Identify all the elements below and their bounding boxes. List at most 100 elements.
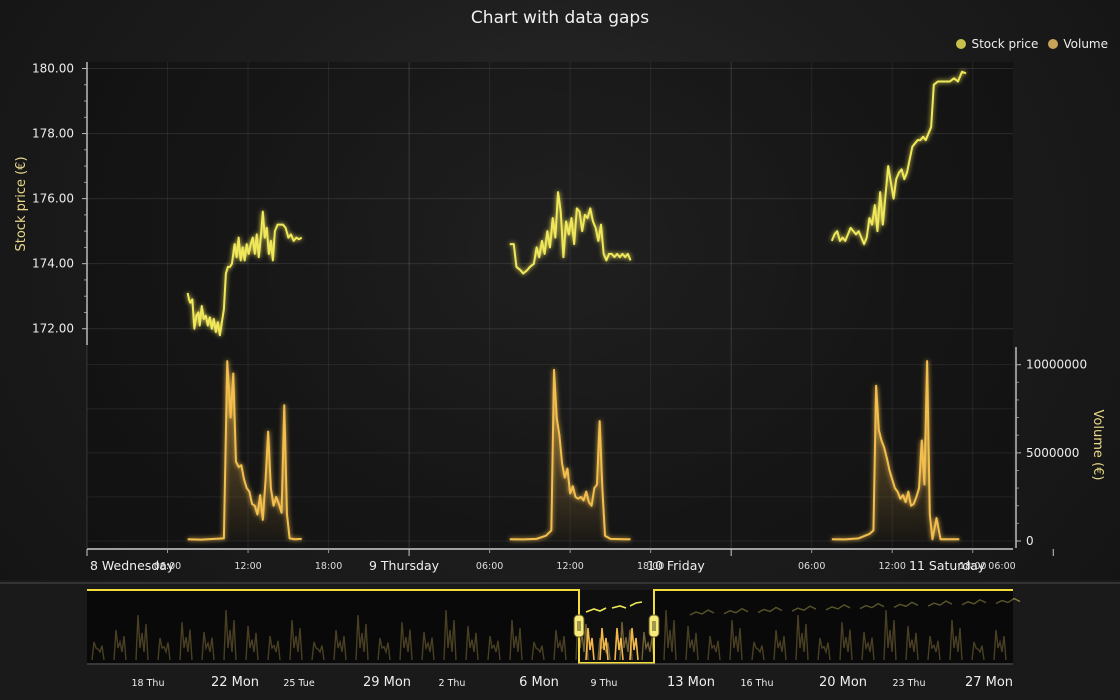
navigator-volume-spark — [729, 619, 743, 661]
navigator-volume-spark — [179, 621, 193, 661]
navigator-volume-spark — [531, 641, 545, 661]
navigator-volume-spark — [685, 625, 699, 661]
navigator-plot — [87, 590, 1013, 663]
x-minor-label: 12:00 — [556, 561, 583, 572]
navigator-price-spark — [961, 598, 987, 606]
navigator-volume-spark — [443, 609, 457, 661]
navigator-window-volume — [629, 627, 639, 661]
navigator-volume-spark — [91, 641, 105, 661]
legend-label-volume: Volume — [1063, 37, 1108, 51]
navigator-volume-spark — [905, 625, 919, 661]
navigator-window-volume — [585, 627, 595, 661]
navigator-volume-spark — [949, 619, 963, 661]
navigator-volume-spark — [465, 625, 479, 661]
x-minor-label: 06:00 — [988, 561, 1015, 572]
navigator-volume-spark — [421, 631, 435, 661]
navigator-volume-spark — [861, 631, 875, 661]
navigator-volume-spark — [619, 621, 633, 661]
navigator-volume-spark — [157, 637, 171, 661]
y-tick-label-price: 180.00 — [32, 62, 74, 76]
grid — [86, 62, 1013, 548]
navigator-price-spark — [927, 600, 953, 607]
x-minor-label: 18:00 — [959, 561, 986, 572]
navigator-volume-spark — [377, 637, 391, 661]
navigator-volume-spark — [883, 609, 897, 661]
navigator-price-spark — [757, 606, 783, 614]
x-minor-label: 18:00 — [315, 561, 342, 572]
navigator-window-price — [585, 601, 643, 613]
navigator-volume-spark — [245, 625, 259, 661]
navigator-volume-spark — [839, 621, 853, 661]
navigator-range-outline — [87, 589, 1013, 664]
legend-label-stock-price: Stock price — [971, 37, 1039, 51]
y-tick-label-price: 176.00 — [32, 192, 74, 206]
navigator-price-spark — [825, 604, 851, 611]
navigator-price-spark — [723, 607, 749, 615]
axes — [82, 62, 1054, 556]
y-axis-title-price: Stock price (€) — [14, 156, 29, 251]
navigator-volume-spark — [311, 641, 325, 661]
navigator-label: 6 Mon — [519, 675, 559, 690]
navigator-label: 18 Thu — [132, 678, 165, 689]
y-tick-label-volume: 5000000 — [1026, 446, 1079, 460]
series-layer — [186, 70, 967, 541]
y-tick-label-volume: 0 — [1026, 534, 1034, 548]
navigator-volume-spark — [795, 614, 809, 661]
volume-line-segment — [831, 360, 960, 541]
x-minor-label: 06:00 — [798, 561, 825, 572]
navigator-label: 22 Mon — [211, 675, 259, 690]
legend-swatch-stock-price — [956, 39, 967, 49]
navigator-price-spark — [689, 609, 715, 616]
navigator-label: 2 Thu — [439, 678, 466, 689]
volume-line-segment — [187, 360, 302, 541]
navigator-price-spark — [995, 597, 1021, 605]
price-line-segment — [186, 210, 303, 337]
navigator-volume-spark — [201, 631, 215, 661]
navigator-volume-spark — [267, 635, 281, 661]
navigator-volume-spark — [773, 629, 787, 661]
navigator-volume-spark — [289, 619, 303, 661]
legend: Stock price Volume — [956, 37, 1108, 51]
navigator-volume-spark — [707, 635, 721, 661]
navigator-volume-spark — [135, 614, 149, 661]
navigator-volume-spark — [487, 635, 501, 661]
navigator-volume-spark — [399, 621, 413, 661]
y-tick-label-price: 174.00 — [32, 257, 74, 271]
legend-item-volume[interactable]: Volume — [1048, 37, 1108, 51]
navigator-volume-spark — [817, 637, 831, 661]
x-minor-label: 18:00 — [637, 561, 664, 572]
navigator-handle-right[interactable] — [648, 614, 660, 638]
navigator-window-volume — [599, 627, 609, 661]
navigator-label: 16 Thu — [741, 678, 774, 689]
navigator-label: 29 Mon — [363, 675, 411, 690]
navigator-volume-spark — [553, 629, 567, 661]
navigator[interactable]: 18 Thu 22 Mon 25 Tue 29 Mon 2 Thu 6 Mon 9 Thu 1… — [0, 580, 1120, 700]
navigator-volume-spark — [927, 635, 941, 661]
y-tick-label-price: 172.00 — [32, 322, 74, 336]
navigator-shade-right — [654, 590, 1013, 663]
legend-item-stock-price[interactable]: Stock price — [956, 37, 1038, 51]
navigator-label: 27 Mon — [965, 675, 1013, 690]
navigator-label: 9 Thu — [591, 678, 618, 689]
navigator-handle-left[interactable] — [573, 614, 585, 638]
x-minor-label: 06:00 — [154, 561, 181, 572]
volume-area-segment — [187, 361, 302, 541]
legend-swatch-volume — [1048, 39, 1059, 49]
navigator-price-spark — [859, 602, 885, 610]
x-minor-label: 12:00 — [234, 561, 261, 572]
y-tick-label-price: 178.00 — [32, 127, 74, 141]
volume-area-segment — [509, 369, 631, 541]
navigator-volume-spark — [509, 619, 523, 661]
navigator-volume-spark — [663, 609, 677, 661]
x-major-label: 8 Wednesday — [90, 558, 175, 573]
x-major-label: 11 Saturday — [909, 558, 986, 573]
navigator-volume-spark — [971, 641, 985, 661]
y-tick-label-volume: 10000000 — [1026, 358, 1087, 372]
navigator-window-volume — [614, 627, 624, 661]
navigator-volume-spark — [113, 629, 127, 661]
volume-line-segment — [509, 368, 631, 541]
navigator-volume-spark — [751, 641, 765, 661]
navigator-volume-spark — [993, 629, 1007, 661]
navigator-volume-spark — [333, 629, 347, 661]
